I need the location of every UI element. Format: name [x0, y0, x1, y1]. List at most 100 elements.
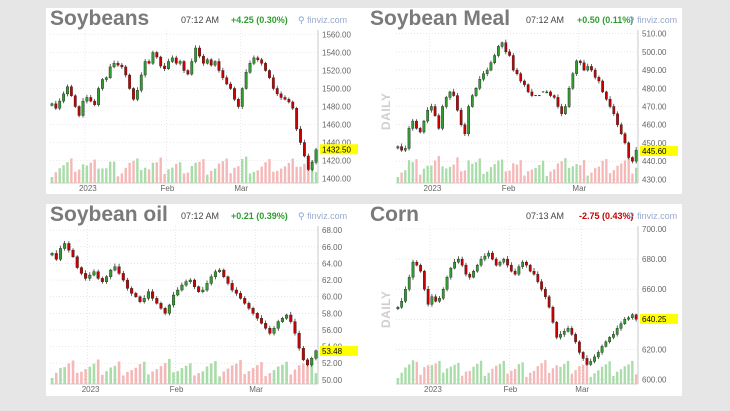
- soybeans-chart-panel[interactable]: 1400.00 1420.00 1440.00 1460.00 1480.00 1500.…: [46, 8, 368, 194]
- volume-bar: [50, 378, 54, 384]
- daily-watermark: DAILY: [379, 92, 393, 130]
- volume-bar: [109, 367, 113, 384]
- candle: [530, 91, 534, 96]
- volume-bar: [433, 160, 437, 183]
- volume-bar: [579, 165, 582, 183]
- corn-chart-panel[interactable]: 600.00620.00640.00660.00680.00700.002023…: [366, 204, 682, 396]
- candle: [128, 74, 132, 89]
- candle: [182, 61, 186, 71]
- candle: [155, 52, 159, 58]
- volume-bar: [159, 366, 163, 384]
- candle: [415, 120, 418, 129]
- candle: [77, 106, 81, 116]
- volume-bar: [256, 170, 260, 183]
- candle: [213, 271, 217, 277]
- candle: [434, 296, 438, 302]
- candle: [581, 352, 585, 359]
- y-tick-label: 1540.00: [322, 49, 351, 58]
- candle: [456, 95, 459, 111]
- candle: [167, 61, 170, 69]
- finviz-logo[interactable]: ⚲ finviz.com: [628, 15, 677, 26]
- y-tick-label: 1440.00: [322, 139, 351, 148]
- x-tick-label: Mar: [572, 184, 586, 193]
- candle: [295, 108, 299, 130]
- volume-bar: [544, 360, 547, 384]
- soybean-oil-chart-panel[interactable]: 50.0052.0054.0056.0058.0060.0062.0064.00…: [46, 204, 368, 396]
- volume-bar: [430, 365, 434, 384]
- volume-bar: [209, 170, 213, 183]
- volume-bar: [176, 371, 180, 384]
- corn-chart-svg: 600.00620.00640.00660.00680.00700.002023…: [396, 225, 678, 394]
- y-tick-label: 1420.00: [322, 157, 351, 166]
- y-tick-label: 1460.00: [322, 121, 351, 130]
- volume-bar: [268, 373, 272, 384]
- volume-bar: [512, 163, 515, 183]
- volume-bar: [190, 166, 193, 183]
- finviz-logo[interactable]: ⚲ finviz.com: [628, 211, 677, 222]
- candle: [590, 66, 593, 71]
- candle: [229, 83, 233, 89]
- candle: [67, 243, 71, 251]
- candle: [75, 256, 79, 268]
- volume-bar: [66, 162, 69, 183]
- candle: [280, 318, 284, 322]
- volume-bar: [281, 364, 284, 384]
- volume-bar: [474, 162, 478, 183]
- volume-bar: [567, 167, 571, 183]
- volume-bar: [585, 361, 589, 384]
- candle: [608, 337, 612, 343]
- candle: [225, 77, 229, 85]
- candle: [411, 261, 415, 278]
- volume-bar: [276, 170, 279, 183]
- candle: [430, 296, 434, 305]
- candle: [571, 73, 575, 89]
- volume-bar: [113, 365, 117, 384]
- volume-bar: [214, 361, 217, 384]
- candle: [528, 264, 532, 272]
- candle: [415, 261, 419, 266]
- volume-bar: [243, 374, 247, 384]
- volume-bar: [582, 160, 586, 183]
- finviz-logo[interactable]: ⚲ finviz.com: [298, 15, 347, 26]
- candle: [198, 47, 201, 57]
- candle: [138, 296, 142, 302]
- volume-bar: [239, 360, 242, 384]
- candle: [523, 80, 526, 85]
- candle: [271, 77, 275, 89]
- candle: [303, 142, 306, 157]
- candle: [411, 120, 415, 129]
- volume-bar: [314, 172, 318, 183]
- y-tick-label: 66.00: [322, 243, 343, 252]
- candle: [494, 258, 498, 266]
- volume-bar: [593, 373, 596, 384]
- chart-change: +0.21 (0.39%): [231, 211, 288, 221]
- volume-bar: [96, 359, 100, 384]
- candle: [448, 91, 452, 98]
- candle: [623, 133, 627, 144]
- candle: [291, 101, 295, 109]
- volume-bar: [80, 371, 83, 384]
- volume-bar: [476, 363, 479, 384]
- soybean-meal-chart-panel[interactable]: 430.00 440.00 450.00 460.00 470.00 480.00 490.…: [366, 8, 682, 194]
- volume-bar: [255, 365, 259, 384]
- candle: [559, 334, 562, 338]
- chart-title: Soybean Meal: [370, 8, 511, 30]
- chart-change: +0.50 (0.11%): [577, 15, 634, 25]
- candle: [487, 252, 491, 257]
- candle: [526, 84, 530, 93]
- last-price-marker: [320, 345, 358, 356]
- volume-bar: [81, 164, 85, 183]
- candle: [146, 291, 150, 299]
- candle: [130, 288, 134, 294]
- volume-bar: [70, 158, 73, 183]
- candle: [470, 95, 474, 107]
- volume-bar: [457, 362, 460, 384]
- volume-bar: [540, 363, 543, 384]
- candle: [608, 99, 612, 107]
- candle: [441, 106, 444, 129]
- volume-bar: [547, 373, 551, 384]
- volume-bar: [471, 163, 474, 183]
- finviz-logo[interactable]: ⚲ finviz.com: [298, 211, 347, 222]
- volume-bar: [619, 369, 623, 384]
- volume-bar: [560, 161, 563, 183]
